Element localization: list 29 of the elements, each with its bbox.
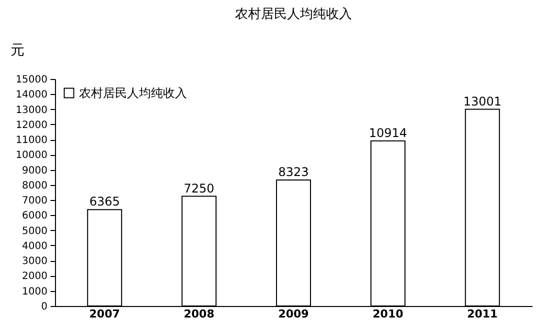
y-tick-label: 9000 [22,165,48,176]
x-tick-label: 2008 [184,308,214,320]
y-tick-label: 3000 [22,256,48,268]
x-tick-label: 2009 [278,308,309,320]
y-tick-label: 13000 [16,104,48,116]
x-tick-label: 2011 [467,308,498,320]
data-label: 6365 [89,194,120,209]
y-tick-label: 0 [41,302,48,312]
y-tick-label: 8000 [22,180,48,192]
y-tick-label: 2000 [22,271,48,282]
data-label: 13001 [463,94,502,108]
data-label: 8323 [278,165,309,180]
y-tick-label: 4000 [22,240,48,252]
y-tick-label: 5000 [22,226,48,237]
legend-label: 农村居民人均纯收入 [79,86,187,100]
data-label: 10914 [368,126,408,140]
y-tick-label: 6000 [22,210,48,222]
y-axis-title: 元 [10,42,24,58]
y-tick-label: 1000 [22,286,48,298]
data-label: 7250 [184,181,214,196]
y-tick-label: 12000 [16,120,48,131]
y-tick-label: 14000 [16,90,48,101]
x-tick-label: 2010 [372,308,404,320]
chart-title: 农村居民人均纯收入 [235,7,352,22]
y-tick-label: 7000 [22,196,48,207]
y-tick-label: 10000 [16,150,48,162]
y-tick-label: 15000 [16,74,48,86]
x-tick-label: 2007 [89,308,120,320]
y-tick-label: 11000 [16,135,48,146]
